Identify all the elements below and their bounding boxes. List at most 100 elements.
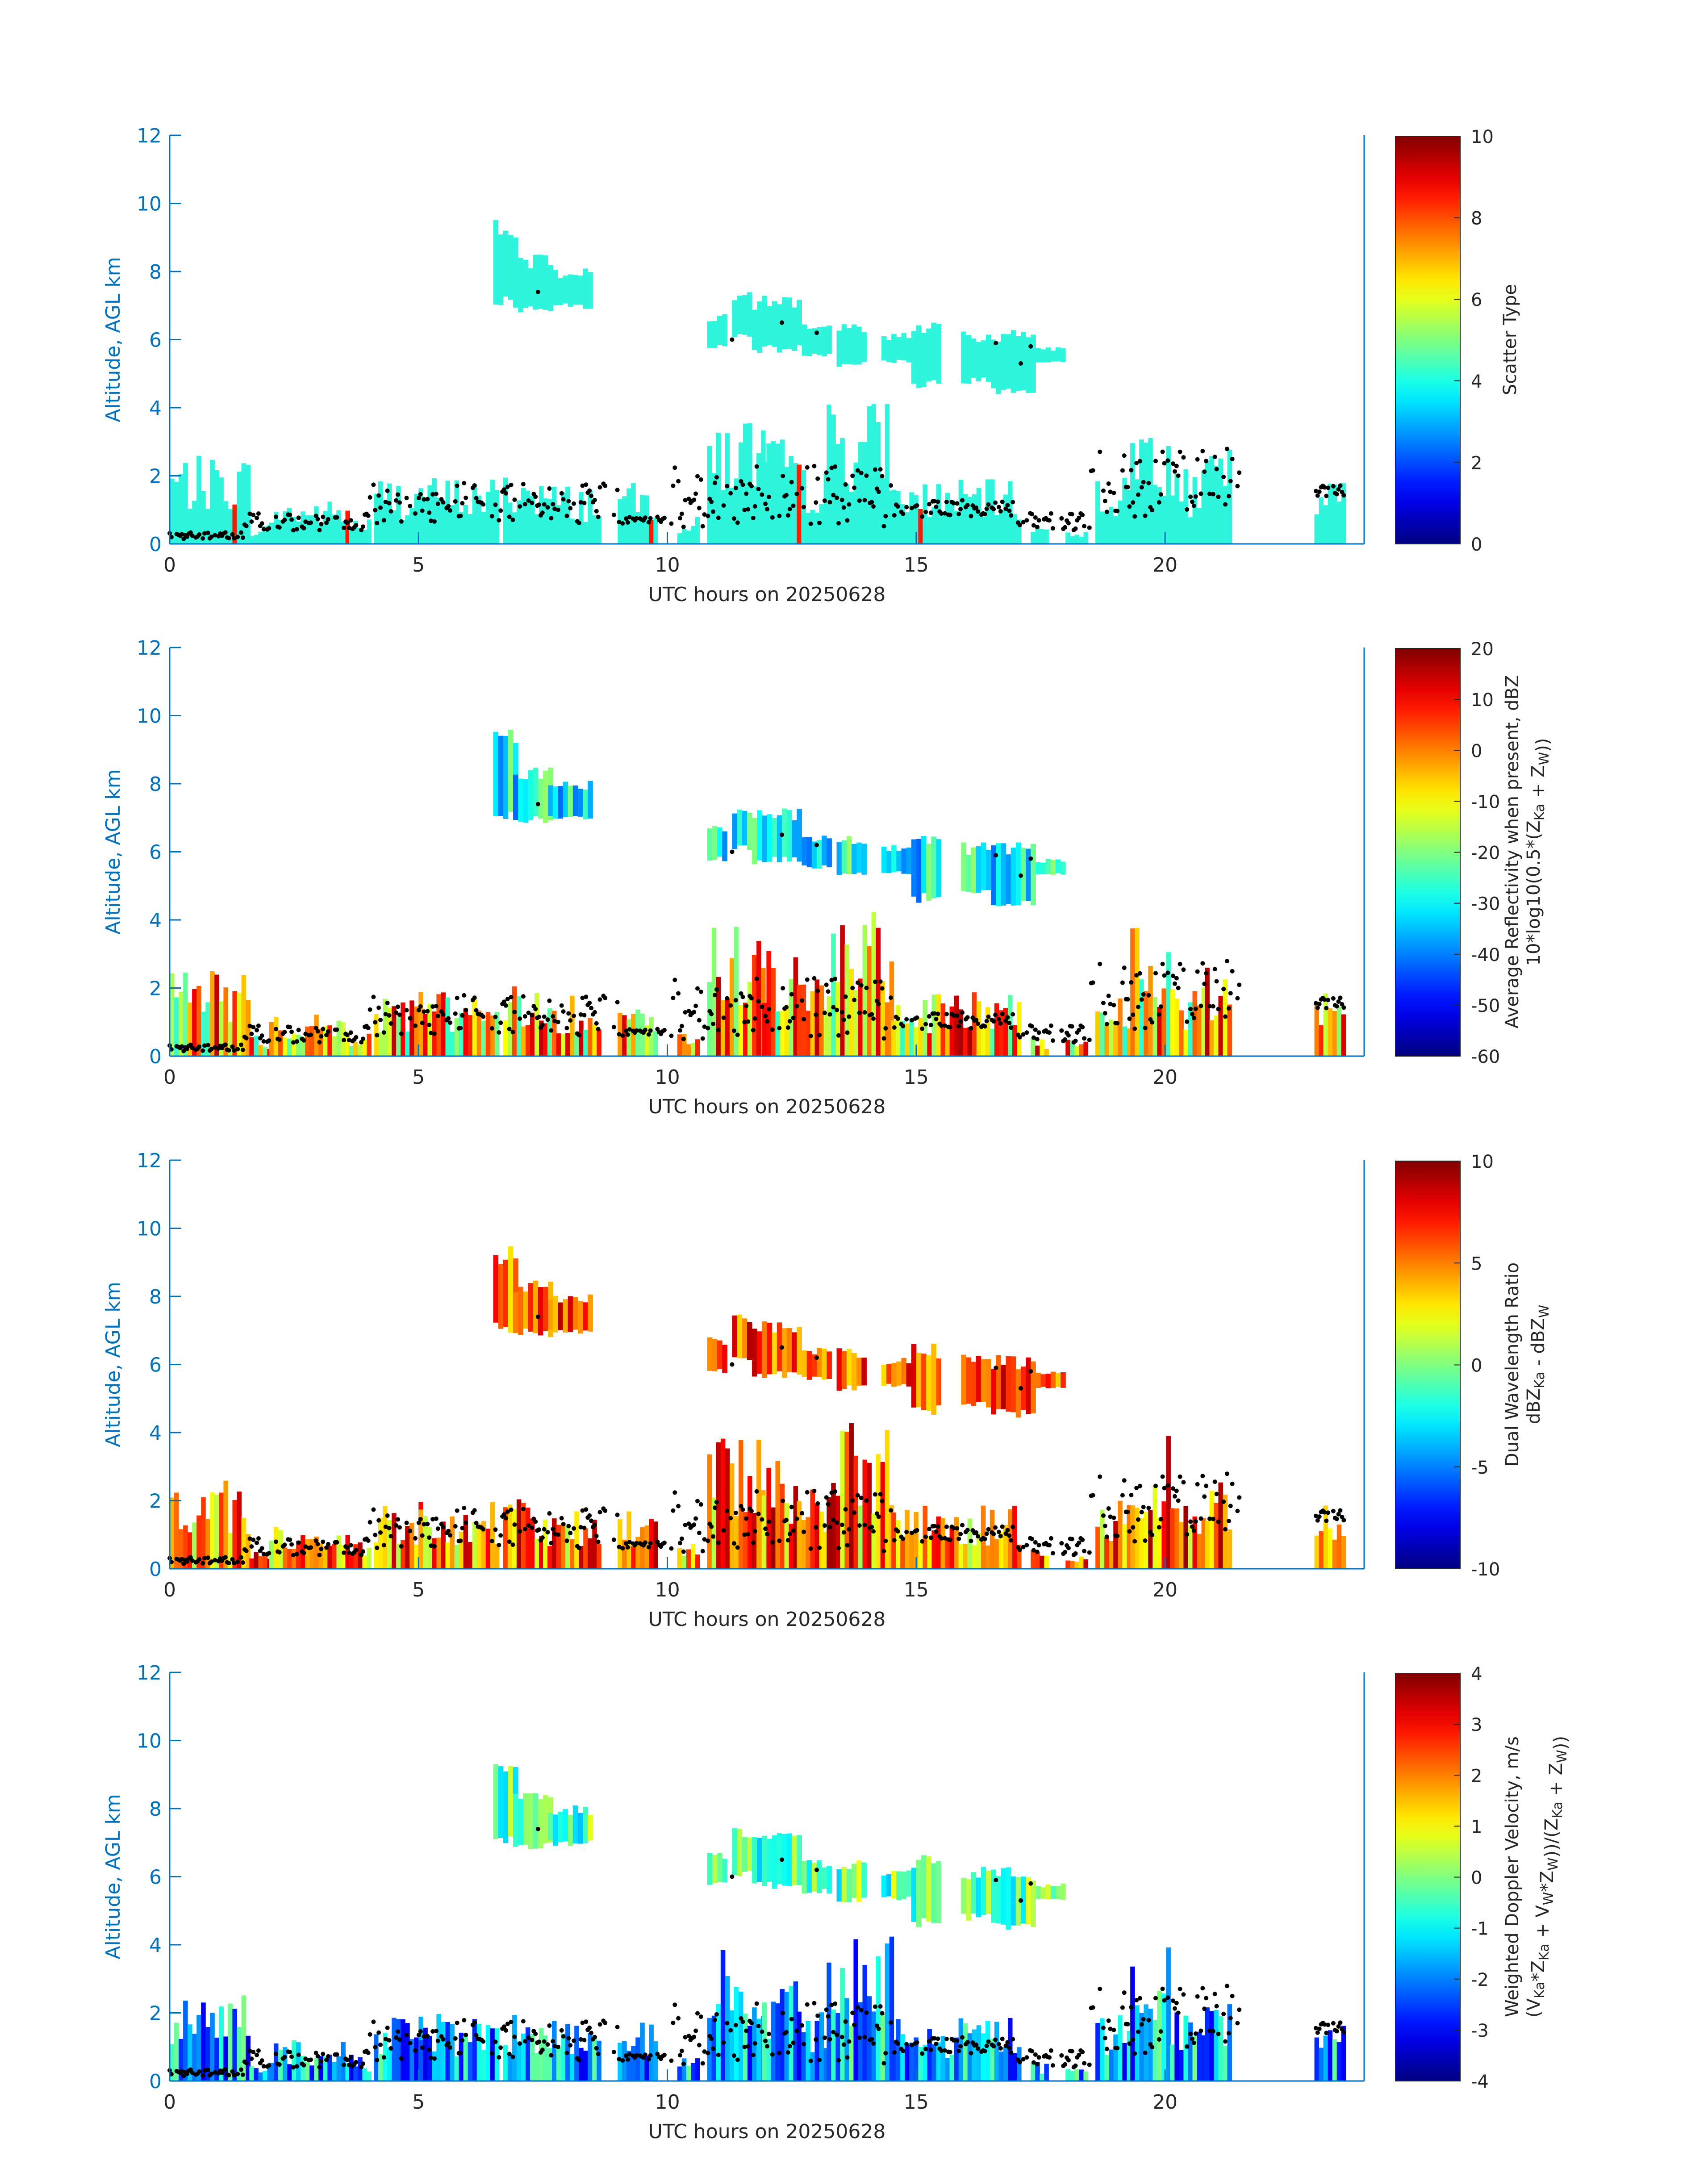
field-cell bbox=[1218, 1482, 1223, 1569]
cloud-base-marker bbox=[1132, 2051, 1137, 2056]
cloud-base-marker bbox=[756, 999, 761, 1004]
field-cell bbox=[563, 276, 568, 304]
field-cell bbox=[332, 1544, 337, 1569]
field-cell bbox=[1227, 2004, 1232, 2081]
field-cell bbox=[269, 2063, 274, 2081]
cloud-base-marker bbox=[920, 1539, 925, 1544]
cloud-base-marker bbox=[282, 1542, 287, 1547]
cloud-base-marker bbox=[1036, 518, 1041, 523]
cloud-base-marker bbox=[826, 1502, 831, 1507]
cloud-base-marker bbox=[620, 1546, 625, 1551]
field-cell bbox=[814, 1504, 820, 1569]
field-cell bbox=[516, 2041, 522, 2081]
cloud-base-marker bbox=[847, 1527, 852, 1532]
field-cell bbox=[881, 846, 887, 873]
cloud-base-marker bbox=[373, 2045, 378, 2050]
field-cell bbox=[445, 481, 451, 544]
field-cell bbox=[806, 1351, 812, 1380]
cloud-base-marker bbox=[1235, 1508, 1240, 1513]
field-cell bbox=[170, 1497, 175, 1569]
cloud-base-marker bbox=[730, 849, 735, 854]
cloud-base-marker bbox=[1143, 2050, 1148, 2055]
field-cell bbox=[556, 1525, 561, 1569]
field-cell bbox=[523, 779, 528, 823]
cloud-base-marker bbox=[587, 488, 592, 493]
cloud-base-marker bbox=[984, 2043, 989, 2048]
cloud-base-marker bbox=[791, 2040, 796, 2045]
colorbar-tick-label: -60 bbox=[1471, 1047, 1500, 1067]
field-cell bbox=[936, 1358, 942, 1406]
cloud-base-marker bbox=[1080, 2050, 1085, 2055]
cloud-base-marker bbox=[399, 2056, 404, 2061]
cloud-base-marker bbox=[752, 504, 757, 509]
cloud-base-marker bbox=[435, 1014, 440, 1019]
field-cell bbox=[358, 1045, 363, 1056]
cloud-base-marker bbox=[831, 493, 836, 497]
field-cell bbox=[831, 933, 836, 1056]
cloud-base-marker bbox=[648, 516, 653, 521]
cloud-base-marker bbox=[733, 998, 738, 1003]
x-axis-label: UTC hours on 20250628 bbox=[648, 1608, 886, 1631]
cloud-base-marker bbox=[294, 1039, 299, 1044]
cloud-base-marker bbox=[697, 1530, 702, 1535]
cloud-base-marker bbox=[448, 1020, 453, 1025]
field-cell bbox=[921, 1855, 927, 1918]
cloud-base-marker bbox=[510, 518, 515, 522]
field-cell bbox=[990, 479, 995, 544]
cloud-base-marker bbox=[740, 1507, 745, 1512]
cloud-base-marker bbox=[1228, 1504, 1233, 1508]
cloud-base-marker bbox=[1228, 2016, 1233, 2021]
cloud-base-marker bbox=[394, 498, 399, 503]
field-cell bbox=[712, 321, 718, 348]
cloud-base-marker bbox=[1122, 965, 1127, 970]
cloud-base-marker bbox=[932, 499, 937, 504]
field-cell bbox=[441, 1521, 446, 1569]
cloud-base-marker bbox=[740, 482, 745, 487]
field-cell bbox=[1100, 1509, 1105, 1569]
field-cell bbox=[1050, 350, 1056, 362]
cloud-base-marker bbox=[545, 505, 550, 510]
cloud-base-marker bbox=[1204, 1996, 1209, 2001]
field-cell bbox=[626, 1019, 631, 1056]
y-tick-label: 10 bbox=[137, 193, 162, 216]
field-cell bbox=[737, 1314, 743, 1358]
cloud-base-marker bbox=[843, 1507, 848, 1512]
cloud-base-marker bbox=[1235, 484, 1240, 489]
field-cell bbox=[563, 1809, 568, 1842]
cloud-base-marker bbox=[342, 526, 347, 531]
field-cell bbox=[717, 316, 722, 345]
field-cell bbox=[170, 973, 175, 1056]
cloud-base-marker bbox=[1127, 2041, 1132, 2046]
field-cell bbox=[1135, 928, 1140, 1056]
cloud-base-marker bbox=[521, 482, 526, 487]
field-cell bbox=[1179, 1010, 1184, 1056]
cloud-base-marker bbox=[1212, 1992, 1217, 1997]
cloud-base-marker bbox=[713, 2018, 718, 2022]
cloud-base-marker bbox=[1211, 492, 1215, 497]
field-cell bbox=[552, 1518, 557, 1569]
cloud-base-marker bbox=[698, 2014, 703, 2019]
field-cell bbox=[991, 1869, 996, 1923]
cloud-base-marker bbox=[1125, 2022, 1130, 2027]
field-cell bbox=[861, 844, 867, 875]
field-cell bbox=[459, 1532, 464, 1569]
cloud-base-marker bbox=[1223, 1527, 1228, 1532]
cloud-base-marker bbox=[267, 1038, 271, 1043]
field-cell bbox=[734, 1516, 739, 1569]
cloud-base-marker bbox=[904, 1529, 909, 1534]
field-cell bbox=[644, 1025, 649, 1056]
cloud-base-marker bbox=[1221, 2011, 1226, 2016]
field-cell bbox=[766, 2039, 771, 2081]
field-cell bbox=[345, 2063, 350, 2081]
cloud-base-marker bbox=[1047, 2055, 1052, 2060]
cloud-base-marker bbox=[249, 519, 254, 524]
field-cell bbox=[1031, 1550, 1036, 1569]
field-cell bbox=[631, 483, 636, 544]
cloud-base-marker bbox=[294, 527, 299, 532]
cloud-base-marker bbox=[321, 514, 326, 519]
field-cell bbox=[278, 1030, 283, 1056]
cloud-base-marker bbox=[359, 527, 364, 532]
cloud-base-marker bbox=[770, 1027, 775, 1032]
field-cell bbox=[493, 1764, 499, 1839]
field-cell bbox=[249, 1558, 254, 1569]
